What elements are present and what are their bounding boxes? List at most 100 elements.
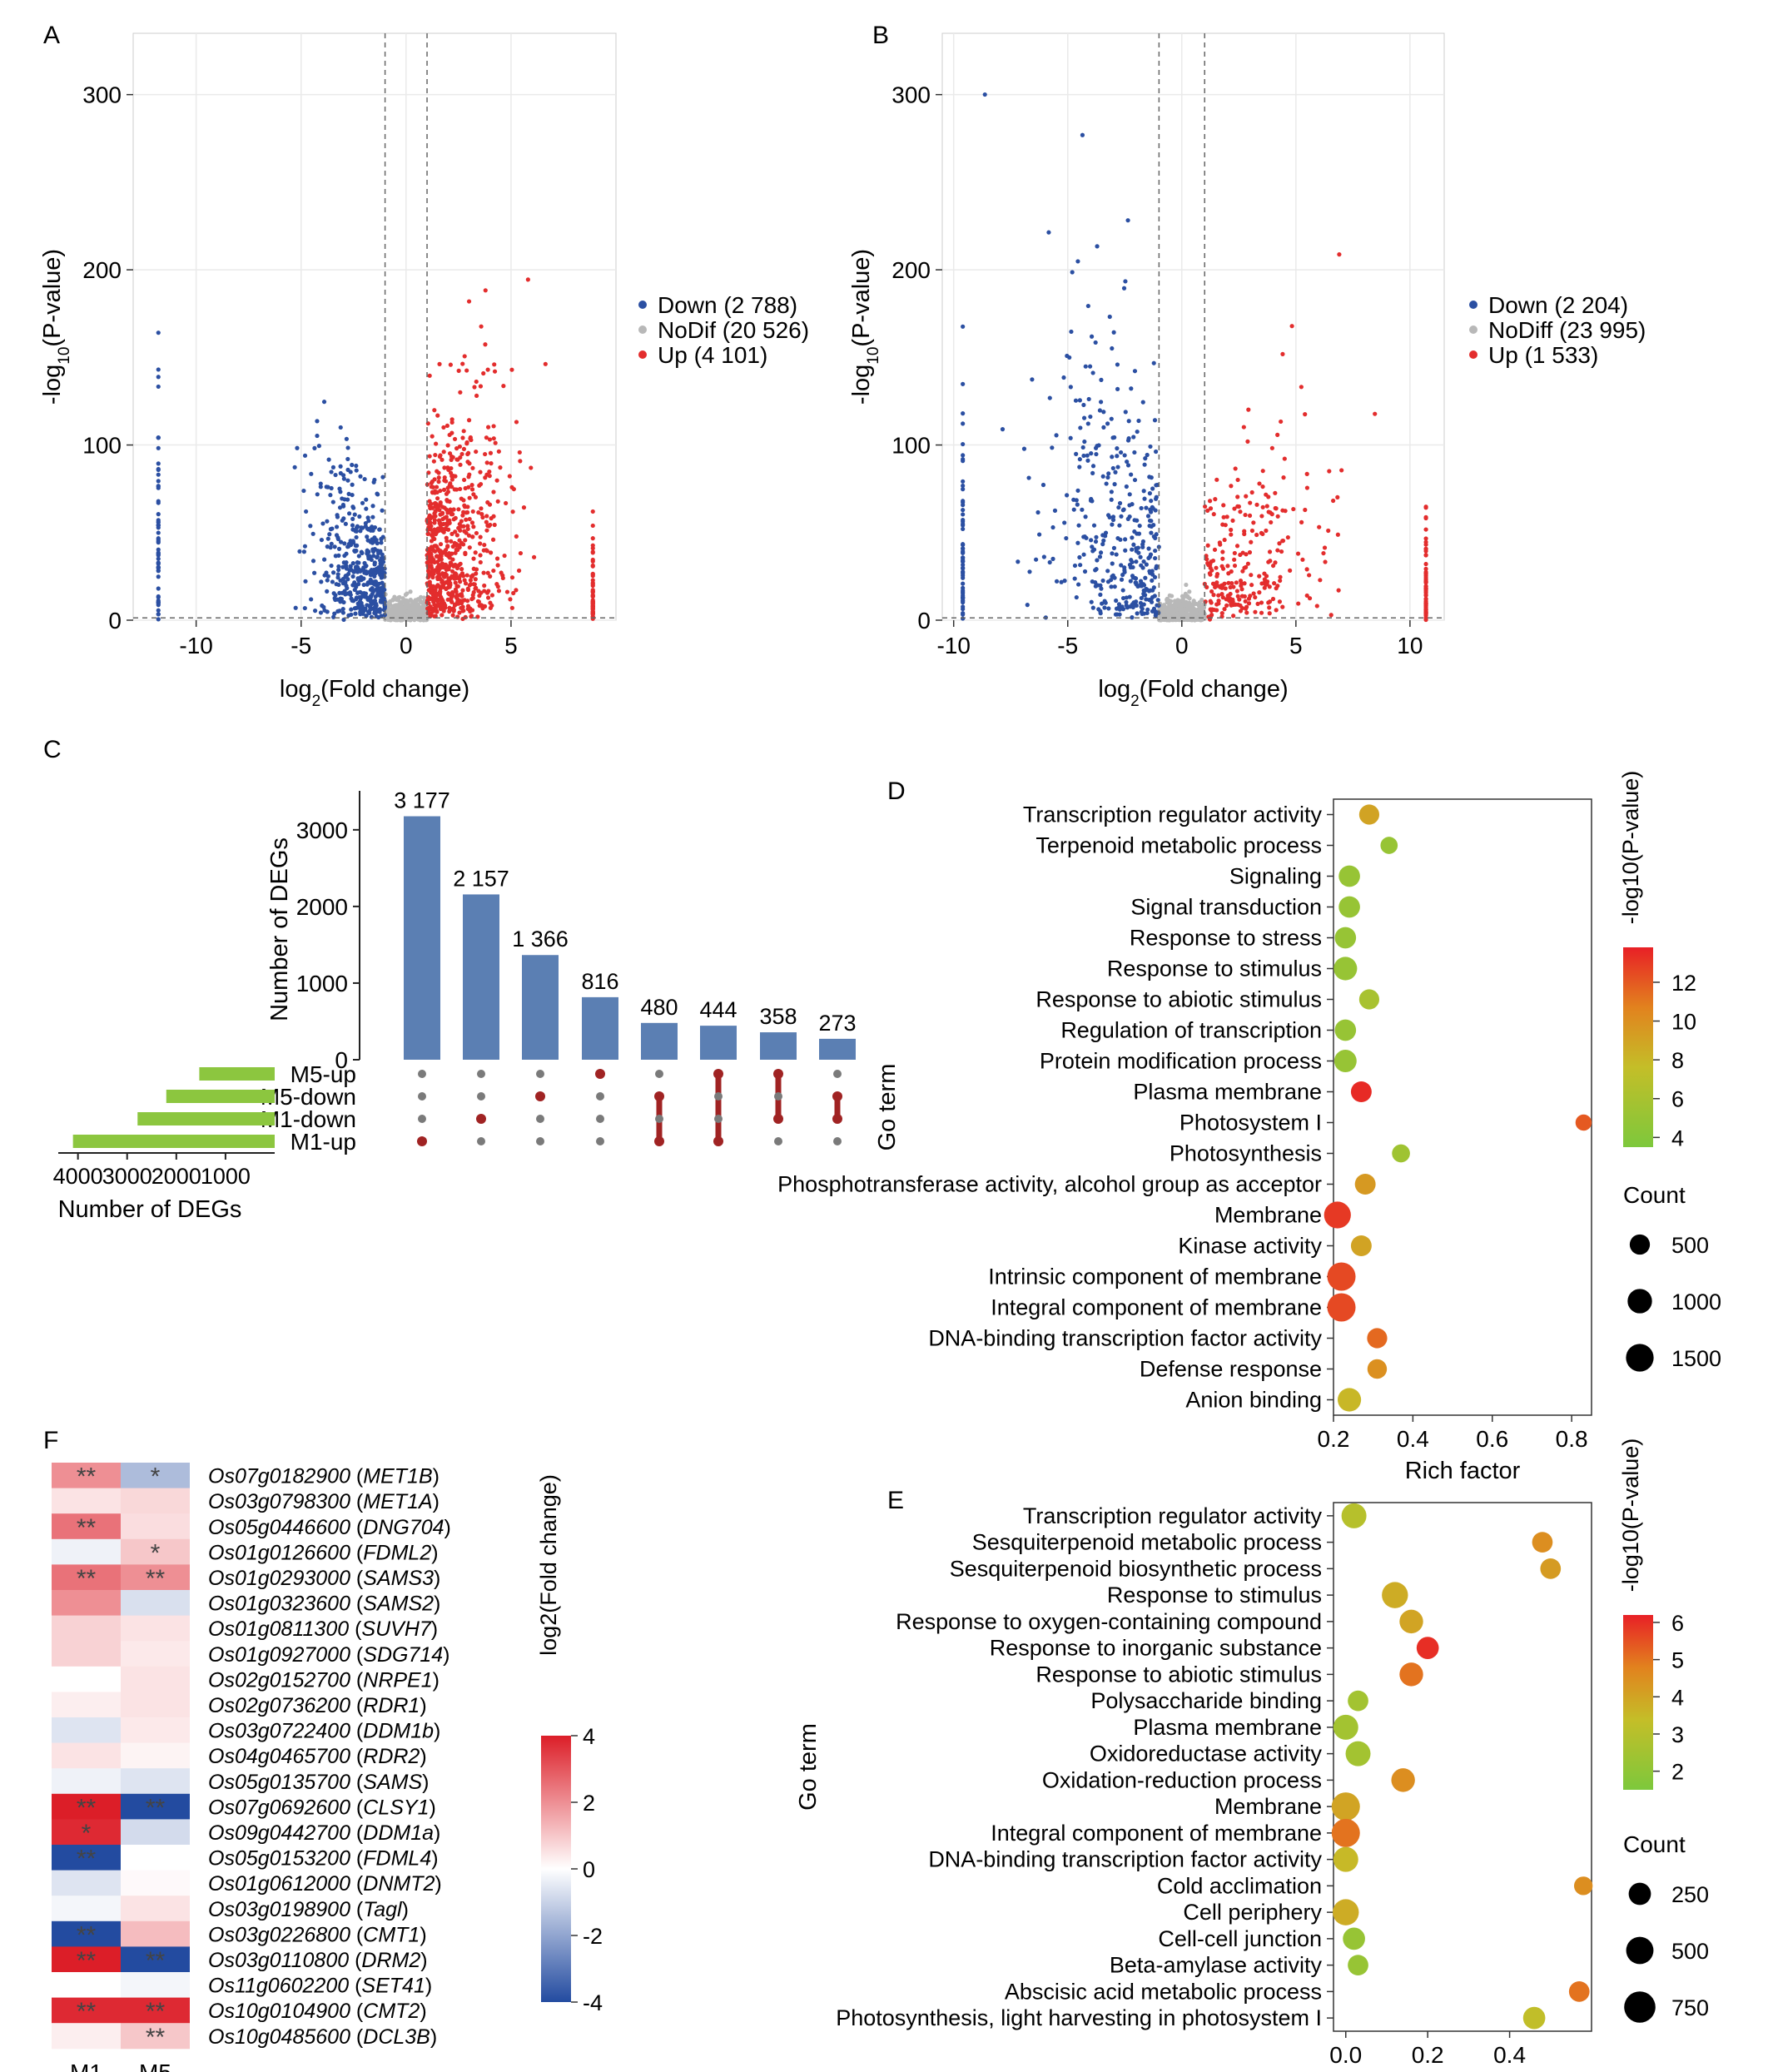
down-point	[361, 582, 366, 588]
up-point	[469, 520, 475, 525]
down-point	[1142, 462, 1147, 467]
up-point	[509, 605, 514, 610]
set-size-tick-label: 4000	[53, 1164, 103, 1189]
down-point	[1094, 451, 1099, 457]
up-point	[1269, 519, 1274, 525]
down-point	[355, 524, 360, 529]
up-point	[1240, 569, 1245, 574]
up-point	[438, 512, 443, 517]
go-term-dot	[1333, 956, 1358, 981]
heatmap-cell	[121, 1819, 190, 1846]
heatmap-cell	[52, 1488, 121, 1514]
up-point	[462, 354, 467, 359]
down-point	[327, 532, 332, 537]
up-point	[458, 455, 463, 460]
down-point	[1080, 507, 1085, 512]
down-point	[345, 445, 350, 450]
down-point	[1085, 303, 1090, 309]
color-scale-tick-label: 5	[1671, 1648, 1684, 1673]
down-point	[1107, 514, 1112, 520]
go-term-dot	[1575, 1114, 1592, 1131]
membership-dot-icon	[774, 1137, 782, 1145]
down-point	[1082, 569, 1088, 574]
down-point	[156, 551, 161, 556]
up-point	[1277, 599, 1283, 604]
down-point	[1154, 565, 1159, 571]
up-point	[438, 488, 443, 494]
down-point	[1088, 414, 1093, 420]
down-point	[1142, 593, 1148, 598]
down-point	[1123, 537, 1128, 542]
down-point	[1112, 482, 1117, 487]
legend-dot-icon	[638, 301, 647, 309]
up-point	[469, 483, 474, 488]
heatmap-cell	[52, 1742, 121, 1769]
down-point	[369, 614, 374, 619]
down-point	[1111, 330, 1116, 335]
down-point	[156, 547, 161, 552]
down-point	[1127, 503, 1132, 508]
nodiff-point	[386, 604, 391, 609]
go-term-label: Integral component of membrane	[991, 1295, 1322, 1320]
down-point	[1110, 465, 1115, 471]
set-size-bar	[137, 1112, 275, 1125]
up-point	[1207, 499, 1213, 504]
nodiff-point	[405, 591, 410, 596]
gene-label: Os07g0182900 (MET1B)	[208, 1465, 440, 1488]
down-point	[364, 497, 369, 502]
up-point	[466, 450, 471, 455]
down-point	[330, 579, 335, 584]
up-point	[1272, 581, 1277, 586]
down-point	[1093, 539, 1099, 544]
up-point	[1221, 514, 1226, 519]
up-point	[429, 484, 434, 489]
down-point	[302, 453, 308, 458]
heatmap-cell	[52, 1666, 121, 1692]
down-point	[1105, 569, 1110, 574]
up-point	[1232, 557, 1237, 562]
down-point	[1110, 561, 1115, 566]
up-point	[1203, 599, 1208, 604]
down-point	[1130, 602, 1135, 607]
bar-value-label: 2 157	[453, 866, 509, 891]
go-term-dot	[1540, 1558, 1562, 1579]
down-point	[312, 609, 318, 614]
up-point	[437, 520, 442, 526]
color-scale-tick-label: 4	[1671, 1125, 1684, 1150]
go-term-label: Signaling	[1229, 864, 1322, 889]
size-legend-label: 1500	[1671, 1346, 1721, 1371]
y-tick-label: 0	[917, 608, 931, 634]
down-point	[1116, 504, 1121, 510]
down-point	[335, 572, 340, 577]
up-point	[590, 601, 595, 606]
up-point	[1423, 536, 1428, 541]
up-point	[433, 509, 438, 514]
up-point	[451, 607, 456, 613]
nodiff-point	[405, 599, 410, 604]
down-point	[156, 565, 161, 570]
up-point	[590, 616, 595, 621]
go-term-label: Transcription regulator activity	[1023, 802, 1323, 827]
down-point	[335, 536, 340, 542]
heatmap-cell	[121, 1692, 190, 1718]
up-point	[498, 465, 503, 470]
down-point	[340, 564, 345, 569]
down-point	[1141, 602, 1146, 607]
plot-area	[132, 32, 617, 621]
down-point	[337, 505, 343, 510]
down-point	[1080, 445, 1085, 450]
down-point	[1112, 575, 1117, 580]
down-point	[310, 531, 315, 536]
y-tick-label: 100	[82, 433, 122, 459]
down-point	[1109, 489, 1114, 494]
up-point	[461, 446, 467, 452]
y-tick-label: 300	[891, 82, 931, 108]
up-point	[1423, 601, 1428, 606]
down-point	[1077, 465, 1082, 470]
gene-label: Os01g0293000 (SAMS3)	[208, 1567, 440, 1590]
up-point	[446, 567, 451, 572]
down-point	[1090, 579, 1095, 584]
up-point	[439, 602, 444, 607]
up-point	[1242, 581, 1247, 586]
membership-dot-icon	[714, 1092, 723, 1101]
